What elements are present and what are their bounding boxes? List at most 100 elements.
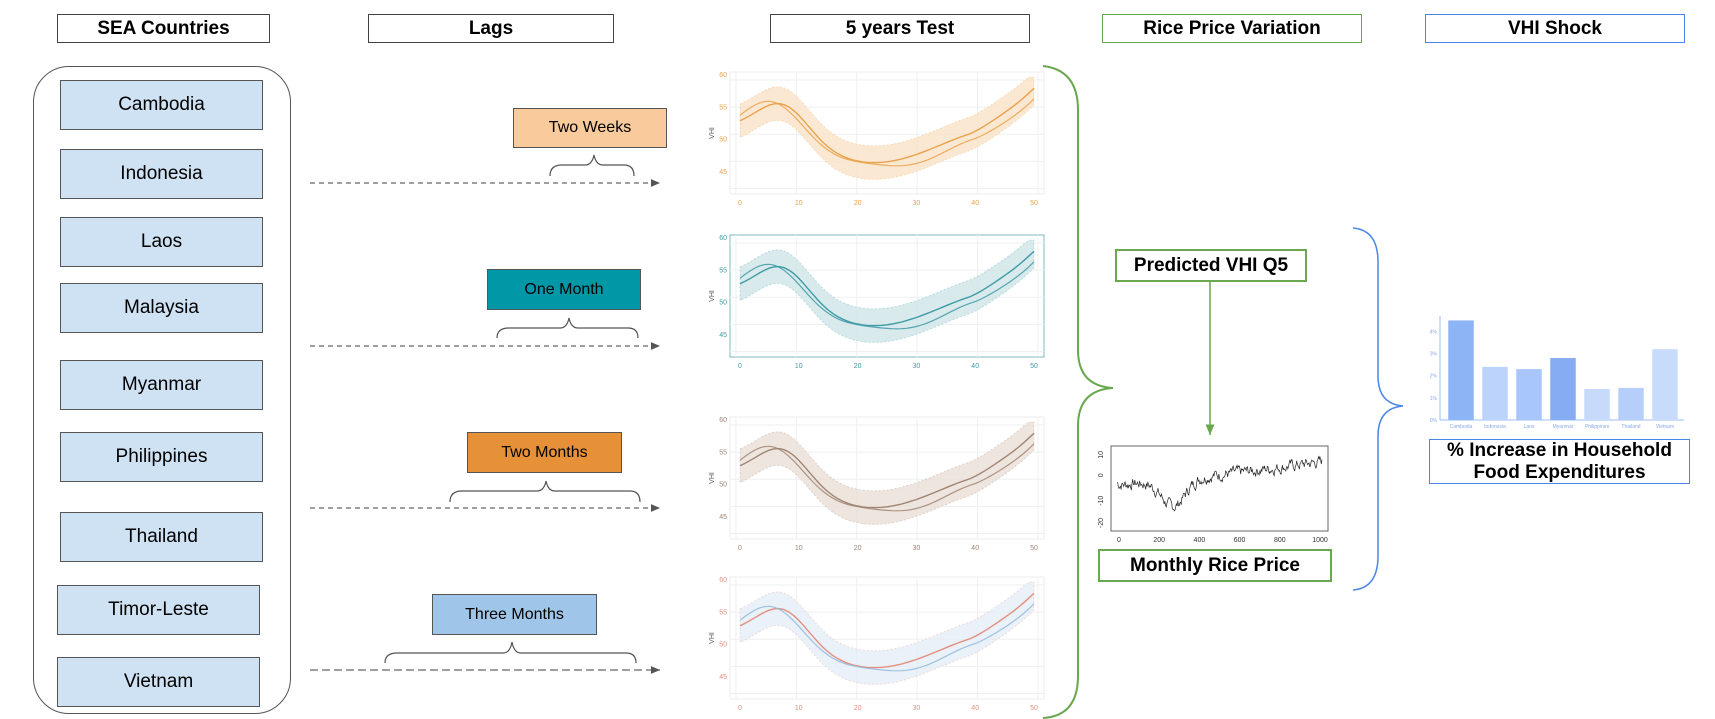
brace-three-months <box>384 641 637 664</box>
country-timor-leste: Timor-Leste <box>57 585 260 635</box>
rice-x-tick-label: 1000 <box>1312 537 1328 544</box>
country-indonesia: Indonesia <box>60 149 263 199</box>
confidence-band <box>739 239 1035 343</box>
y-tick-label: 60 <box>719 417 727 424</box>
actual-vhi-line <box>739 87 1035 164</box>
country-cambodia: Cambodia <box>60 80 263 130</box>
x-tick-label: 20 <box>854 200 862 207</box>
x-tick-label: 30 <box>913 545 921 552</box>
x-tick-label: 40 <box>971 545 979 552</box>
x-tick-label: 40 <box>971 705 979 712</box>
bar-indonesia <box>1482 366 1508 420</box>
predicted-vhi-line <box>739 603 1035 672</box>
y-axis-label: VHI <box>709 290 716 302</box>
bar-cambodia <box>1448 320 1474 420</box>
predicted-vhi-line <box>739 443 1035 512</box>
y-tick-label: 60 <box>719 235 727 242</box>
x-tick-label: 20 <box>854 545 862 552</box>
x-tick-label: 20 <box>854 705 862 712</box>
y-tick-label: 50 <box>719 137 727 144</box>
actual-vhi-line <box>739 432 1035 509</box>
rice-plot-area <box>1110 445 1329 532</box>
lag-one-month: One Month <box>487 269 641 310</box>
header-rice-price-variation: Rice Price Variation <box>1102 14 1362 43</box>
actual-vhi-line <box>739 592 1035 669</box>
x-tick-label: 10 <box>795 705 803 712</box>
y-tick-label: 45 <box>719 169 727 176</box>
x-tick-label: 10 <box>795 200 803 207</box>
actual-vhi-line <box>739 250 1035 327</box>
x-tick-label: 50 <box>1030 363 1038 370</box>
bar-y-tick-label: 4% <box>1430 329 1438 335</box>
household-food-expenditure-label: % Increase in Household Food Expenditure… <box>1429 439 1690 484</box>
x-tick-label: 0 <box>738 200 742 207</box>
y-tick-label: 55 <box>719 104 727 111</box>
bar-laos <box>1516 369 1542 420</box>
predicted-vhi-line <box>739 98 1035 167</box>
rice-price-series <box>1116 455 1323 512</box>
vhi-test-chart-two-weeks: 0 10 20 30 40 50 45 50 55 60 VHI <box>709 71 1045 207</box>
bar-category-label: Myanmar <box>1553 424 1574 430</box>
brace-one-month <box>496 317 639 339</box>
bar-category-label: Thailand <box>1621 424 1640 430</box>
header-five-years-test: 5 years Test <box>770 14 1030 43</box>
predicted-vhi-line <box>739 261 1035 330</box>
y-axis-label: VHI <box>709 127 716 139</box>
x-tick-label: 40 <box>971 363 979 370</box>
bar-thailand <box>1618 387 1644 420</box>
x-tick-label: 40 <box>971 200 979 207</box>
country-laos: Laos <box>60 217 263 267</box>
y-tick-label: 50 <box>719 300 727 307</box>
bar-category-label: Philippines <box>1585 424 1610 430</box>
rice-x-tick-label: 800 <box>1274 537 1286 544</box>
x-tick-label: 10 <box>795 545 803 552</box>
bar-category-label: Laos <box>1524 424 1535 430</box>
country-vietnam: Vietnam <box>57 657 260 707</box>
rice-y-tick-label: -10 <box>1098 496 1105 506</box>
x-tick-label: 30 <box>913 363 921 370</box>
country-myanmar: Myanmar <box>60 360 263 410</box>
y-axis-label: VHI <box>709 632 716 644</box>
y-tick-label: 60 <box>719 577 727 584</box>
rice-x-tick-label: 0 <box>1117 537 1121 544</box>
brace-two-weeks <box>549 154 635 177</box>
x-tick-label: 0 <box>738 545 742 552</box>
country-philippines: Philippines <box>60 432 263 482</box>
lag-two-weeks: Two Weeks <box>513 108 667 148</box>
header-vhi-shock: VHI Shock <box>1425 14 1685 43</box>
rice-y-tick-label: 10 <box>1098 451 1105 459</box>
y-tick-label: 45 <box>719 674 727 681</box>
bar-y-tick-label: 0% <box>1430 418 1438 424</box>
bar-y-tick-label: 1% <box>1430 396 1438 402</box>
header-lags: Lags <box>368 14 614 43</box>
bar-category-label: Vietnam <box>1656 424 1674 430</box>
y-tick-label: 55 <box>719 267 727 274</box>
monthly-rice-price-chart: 0 200 400 600 800 1000 10 0 -10 -20 <box>1098 445 1329 544</box>
x-tick-label: 0 <box>738 705 742 712</box>
country-thailand: Thailand <box>60 512 263 562</box>
y-tick-label: 50 <box>719 482 727 489</box>
y-tick-label: 45 <box>719 514 727 521</box>
rice-x-tick-label: 200 <box>1153 537 1165 544</box>
x-tick-label: 20 <box>854 363 862 370</box>
x-tick-label: 50 <box>1030 545 1038 552</box>
y-tick-label: 50 <box>719 642 727 649</box>
x-tick-label: 30 <box>913 200 921 207</box>
monthly-rice-price-label: Monthly Rice Price <box>1098 549 1332 582</box>
lag-two-months: Two Months <box>467 432 622 473</box>
x-tick-label: 10 <box>795 363 803 370</box>
blue-brace <box>1352 227 1404 591</box>
predicted-vhi-q5-label: Predicted VHI Q5 <box>1115 249 1307 282</box>
rice-y-tick-label: -20 <box>1098 518 1105 528</box>
y-tick-label: 55 <box>719 449 727 456</box>
bar-vietnam <box>1652 349 1678 420</box>
vhi-test-chart-one-month: 0 10 20 30 40 50 45 50 55 60 VHI <box>709 234 1045 370</box>
confidence-band <box>739 421 1035 525</box>
confidence-band <box>739 581 1035 685</box>
rice-y-tick-label: 0 <box>1098 473 1105 477</box>
vhi-test-chart-three-months: 0 10 20 30 40 50 45 50 55 60 VHI <box>709 576 1045 712</box>
lag-three-months: Three Months <box>432 594 597 635</box>
bar-category-label: Indonesia <box>1484 424 1506 430</box>
y-tick-label: 55 <box>719 609 727 616</box>
country-group-frame <box>33 66 291 714</box>
